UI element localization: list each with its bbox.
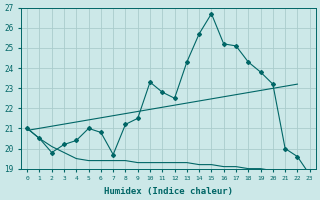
- X-axis label: Humidex (Indice chaleur): Humidex (Indice chaleur): [104, 187, 233, 196]
